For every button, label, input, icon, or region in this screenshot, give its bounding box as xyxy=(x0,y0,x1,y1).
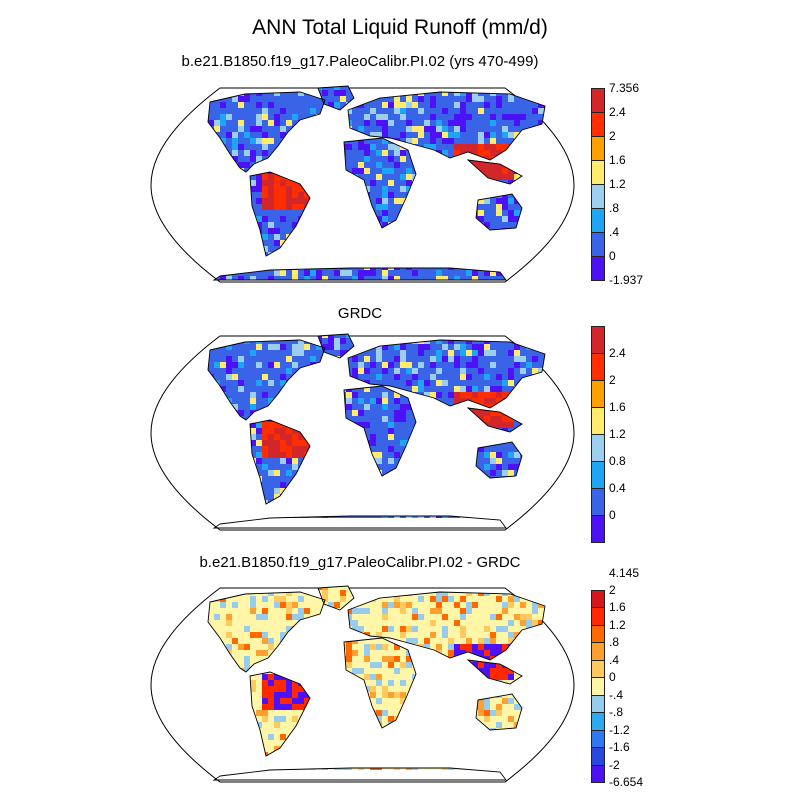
colorbar-tick-label: .4 xyxy=(609,225,620,239)
colorbar-tick-label: .8 xyxy=(609,635,620,650)
colorbar-tick-label: -1.937 xyxy=(609,273,644,287)
colorbar-swatch xyxy=(591,659,605,679)
coastline-greenland xyxy=(317,85,355,111)
figure-title: ANN Total Liquid Runoff (mm/d) xyxy=(252,16,548,39)
colorbar-tick-label: -1.6 xyxy=(609,740,630,755)
colorbar-tick-label: 1.6 xyxy=(609,153,626,167)
colorbar-swatch xyxy=(591,624,605,644)
coastline-se-asia xyxy=(466,407,523,433)
colorbar-tick-label: 1.6 xyxy=(609,600,626,615)
colorbar-swatch xyxy=(591,515,605,543)
colorbar-tick-label: -1.2 xyxy=(609,722,630,737)
coastline-se-asia xyxy=(466,159,523,185)
colorbar-swatch xyxy=(591,353,605,381)
coastline-africa xyxy=(343,637,417,729)
colorbar-tick-label: 1.2 xyxy=(609,427,626,441)
coastline-africa xyxy=(343,385,417,477)
coastline-south-america xyxy=(249,671,311,757)
colorbar-tick-label: 1.2 xyxy=(609,617,626,632)
colorbar-tick-label: 2.4 xyxy=(609,346,626,360)
coastline-greenland xyxy=(317,333,355,359)
coastline-north-america xyxy=(207,339,326,421)
colorbar-swatch xyxy=(591,160,605,185)
colorbar-model: -1.937 0 .4 .8 1.2 1.6 2 2.4 7.356 xyxy=(585,82,665,286)
colorbar-tick-label: 1.6 xyxy=(609,400,626,414)
colorbar-swatch xyxy=(591,488,605,516)
colorbar-tick-label: -2 xyxy=(609,757,620,772)
coastline-south-america xyxy=(249,171,311,257)
colorbar-swatch xyxy=(591,434,605,462)
coastline-se-asia xyxy=(466,659,523,685)
colorbar-obs: 0 0.4 0.8 1.2 1.6 2 2.4 xyxy=(585,326,665,543)
colorbar-swatch xyxy=(591,184,605,209)
colorbar-swatch xyxy=(591,694,605,714)
coastline-europe-asia xyxy=(347,91,546,161)
coastline-north-america xyxy=(207,91,326,173)
colorbar-tick-label: -.4 xyxy=(609,687,624,702)
colorbar-swatch xyxy=(591,380,605,408)
colorbar-swatch xyxy=(591,208,605,233)
coastline-australia xyxy=(475,693,523,731)
colorbar-swatch xyxy=(591,677,605,696)
coastline-north-america xyxy=(207,591,326,673)
coastline-antarctica xyxy=(212,767,507,781)
coastline-antarctica xyxy=(212,515,507,529)
colorbar-tick-label: -.8 xyxy=(609,705,624,720)
colorbar-swatch xyxy=(591,88,605,113)
colorbar-tick-label: 0 xyxy=(609,249,616,263)
coastline-south-america xyxy=(249,419,311,505)
colorbar-swatch xyxy=(591,256,605,281)
coastline-antarctica xyxy=(212,267,507,281)
colorbar-swatch xyxy=(591,461,605,489)
colorbar-swatch xyxy=(591,729,605,749)
colorbar-tick-label: -6.654 xyxy=(609,775,644,789)
colorbar-swatch xyxy=(591,326,605,354)
panel-title-model: b.e21.B1850.f19_g17.PaleoCalibr.PI.02 (y… xyxy=(181,53,539,70)
colorbar-swatch xyxy=(591,590,605,609)
colorbar-swatch xyxy=(591,232,605,257)
colorbar-swatch xyxy=(591,712,605,731)
coastline-europe-asia xyxy=(347,339,546,409)
colorbar-tick-label: 0.4 xyxy=(609,481,626,495)
colorbar-swatch xyxy=(591,642,605,661)
colorbar-tick-label: 0 xyxy=(609,508,616,522)
colorbar-tick-label: 0 xyxy=(609,670,616,685)
panel-title-diff: b.e21.B1850.f19_g17.PaleoCalibr.PI.02 - … xyxy=(199,554,521,571)
colorbar-tick-label: 1.2 xyxy=(609,177,626,191)
colorbar-swatch xyxy=(591,136,605,161)
coastline-australia xyxy=(475,193,523,231)
map-obs xyxy=(150,333,575,531)
coastline-greenland xyxy=(317,585,355,611)
colorbar-tick-label: .4 xyxy=(609,652,620,667)
coastline-australia xyxy=(475,441,523,479)
colorbar-tick-label: .8 xyxy=(609,201,620,215)
colorbar-swatch xyxy=(591,607,605,626)
coastline-europe-asia xyxy=(347,591,546,661)
colorbar-tick-label: 2 xyxy=(609,583,616,597)
colorbar-tick-label: 2.4 xyxy=(609,105,626,119)
colorbar-tick-label: 7.356 xyxy=(609,81,640,95)
colorbar-diff: -6.654 -2 -1.6 -1.2 -.8 -.4 0 .4 .8 1.2 1.6 2 4.145 xyxy=(585,567,665,788)
colorbar-tick-label: 4.145 xyxy=(609,565,640,580)
colorbar-tick-label: 0.8 xyxy=(609,454,626,468)
coastline-africa xyxy=(343,137,417,229)
colorbar-tick-label: 2 xyxy=(609,373,616,387)
colorbar-tick-label: 2 xyxy=(609,129,616,143)
colorbar-swatch xyxy=(591,407,605,435)
panel-title-obs: GRDC xyxy=(337,305,383,322)
colorbar-swatch xyxy=(591,112,605,137)
colorbar-swatch xyxy=(591,764,605,783)
colorbar-swatch xyxy=(591,747,605,766)
map-model xyxy=(150,85,575,283)
map-diff xyxy=(150,585,575,783)
